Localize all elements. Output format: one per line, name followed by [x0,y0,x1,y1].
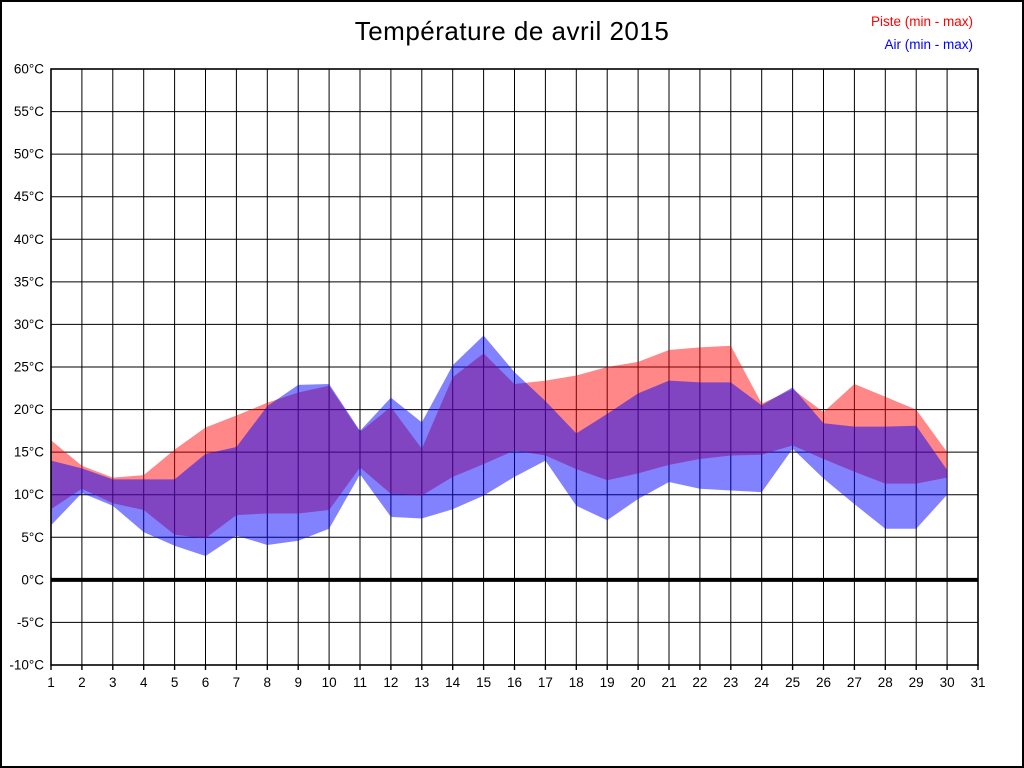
y-tick-label: 35°C [14,274,44,289]
x-axis: 1 2 3 4 5 6 7 8 9 10 11 12 13 14 15 16 17 18 19 20 21 22 23 24 2… [47,665,986,690]
y-tick-label: 60°C [14,62,44,77]
x-tick-label: 9 [294,675,302,690]
air-band [51,335,948,557]
y-tick-label: 50°C [14,147,44,162]
x-tick-label: 27 [847,675,862,690]
y-tick-label: 20°C [14,402,44,417]
x-tick-label: 22 [692,675,707,690]
x-tick-label: 12 [383,675,398,690]
x-tick-label: 29 [909,675,924,690]
x-tick-label: 24 [754,675,770,690]
chart-title: Température de avril 2015 [354,16,670,46]
x-tick-label: 31 [970,675,985,690]
x-tick-label: 18 [569,675,584,690]
y-tick-label: 0°C [21,572,44,587]
x-tick-label: 13 [414,675,429,690]
y-tick-label: -5°C [17,615,44,630]
y-tick-label: 55°C [14,104,44,119]
piste-band-polygon [51,345,948,539]
grid-lines [50,68,979,666]
y-axis: -10°C -5°C 0°C 5°C 10°C 15°C 20°C 25°C 30°C 35°C 4… [9,62,44,673]
x-tick-label: 28 [878,675,893,690]
x-tick-label: 15 [476,675,491,690]
x-tick-label: 5 [171,675,179,690]
x-tick-label: 7 [233,675,241,690]
y-tick-label: 25°C [14,360,44,375]
x-tick-label: 2 [78,675,86,690]
x-tick-label: 3 [109,675,117,690]
x-tick-label: 8 [264,675,272,690]
y-tick-label: 30°C [14,317,44,332]
x-tick-label: 23 [723,675,738,690]
x-tick-label: 6 [202,675,210,690]
legend-item-piste: Piste (min - max) [870,14,973,29]
x-tick-label: 21 [661,675,676,690]
y-tick-label: 5°C [21,530,44,545]
x-tick-label: 10 [322,675,337,690]
y-tick-label: 40°C [14,232,44,247]
y-tick-label: 45°C [14,189,44,204]
x-tick-label: 1 [47,675,55,690]
x-tick-label: 11 [353,675,367,690]
piste-band [51,345,948,539]
x-tick-label: 16 [507,675,522,690]
y-tick-label: 10°C [14,487,44,502]
y-tick-label: 15°C [14,445,44,460]
x-tick-label: 25 [785,675,800,690]
y-tick-label: -10°C [9,658,44,673]
x-tick-label: 30 [940,675,955,690]
legend: Piste (min - max) Air (min - max) [871,10,973,56]
x-tick-label: 14 [445,675,461,690]
x-tick-label: 4 [140,675,148,690]
x-tick-label: 17 [538,675,553,690]
x-tick-label: 20 [631,675,646,690]
legend-item-air: Air (min - max) [884,37,974,52]
x-tick-label: 26 [816,675,831,690]
x-tick-label: 19 [600,675,615,690]
air-band-polygon [51,335,948,557]
